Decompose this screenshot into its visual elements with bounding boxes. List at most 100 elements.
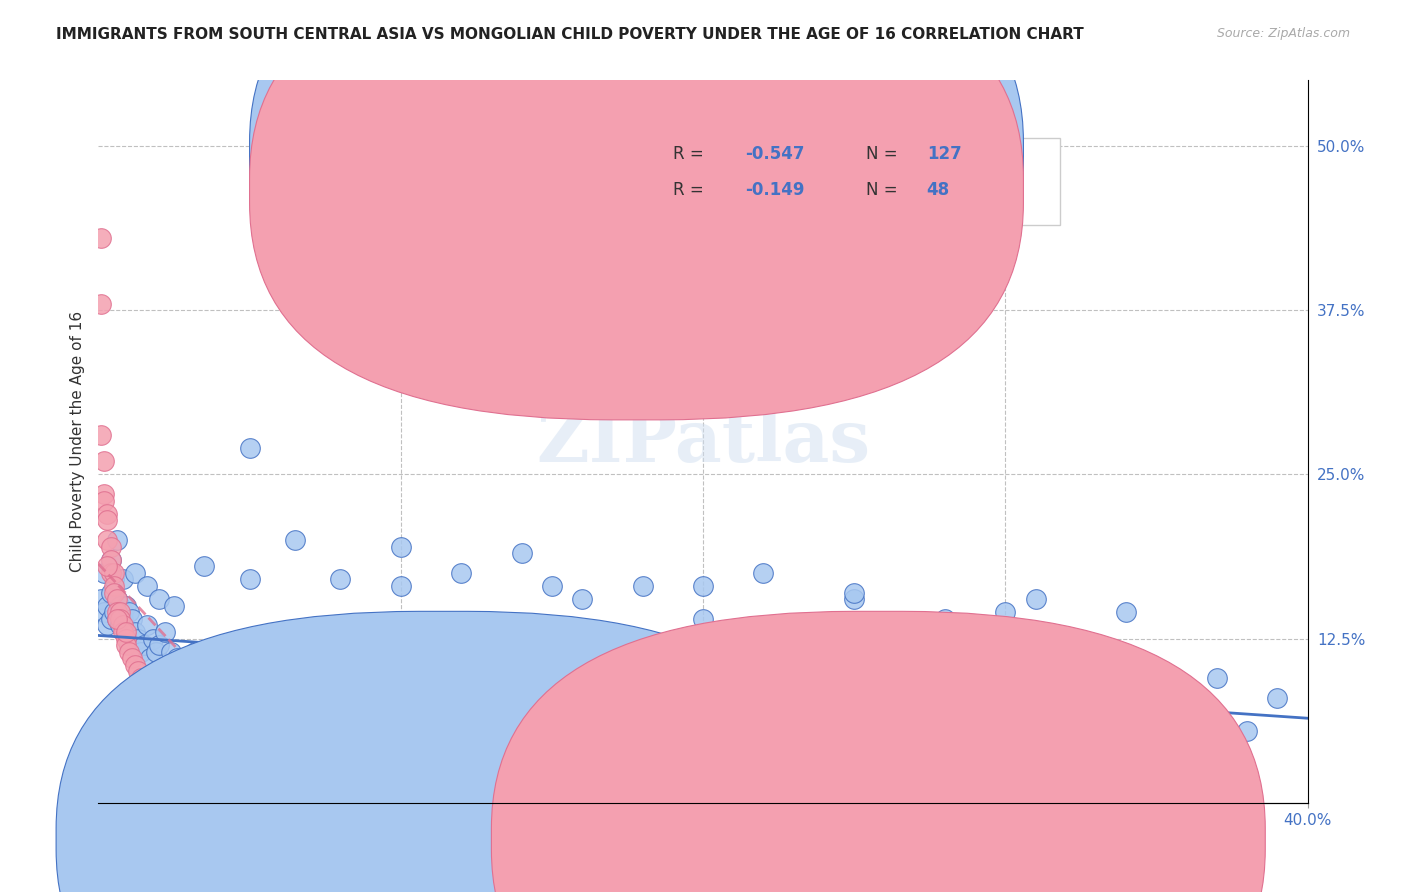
Text: -0.547: -0.547 xyxy=(745,145,804,163)
Text: N =: N = xyxy=(866,181,903,199)
Point xyxy=(124,657,146,672)
Point xyxy=(103,585,125,599)
Point xyxy=(284,533,307,547)
Point xyxy=(586,698,609,712)
Point xyxy=(232,684,254,698)
Point xyxy=(103,782,125,797)
Point xyxy=(111,618,134,632)
Point xyxy=(163,599,186,613)
Point xyxy=(103,573,125,587)
Point xyxy=(118,638,141,652)
Point xyxy=(127,632,149,646)
Point xyxy=(193,559,215,574)
Point xyxy=(1206,671,1229,685)
Point xyxy=(145,704,167,718)
Point xyxy=(90,428,112,442)
Point xyxy=(1144,698,1167,712)
Point xyxy=(465,690,488,705)
Point xyxy=(100,566,122,580)
Point xyxy=(269,690,291,705)
Point xyxy=(481,698,503,712)
Point xyxy=(450,566,472,580)
Point xyxy=(96,559,118,574)
Point xyxy=(148,592,170,607)
Point xyxy=(389,677,412,691)
Point xyxy=(540,579,562,593)
Point xyxy=(208,651,231,665)
Y-axis label: Child Poverty Under the Age of 16: Child Poverty Under the Age of 16 xyxy=(69,311,84,572)
Point xyxy=(114,638,136,652)
Point xyxy=(214,665,236,679)
Point xyxy=(195,657,218,672)
Point xyxy=(434,698,457,712)
Point xyxy=(571,592,593,607)
Point xyxy=(108,612,131,626)
Point xyxy=(1054,730,1077,744)
Point xyxy=(105,592,128,607)
Point xyxy=(844,585,866,599)
Point xyxy=(90,231,112,245)
Point xyxy=(121,651,143,665)
Point xyxy=(172,657,194,672)
Point xyxy=(132,677,155,691)
Point xyxy=(208,789,231,804)
Point xyxy=(90,296,112,310)
Point xyxy=(692,698,714,712)
Point xyxy=(148,789,170,804)
Point xyxy=(124,625,146,640)
Point xyxy=(1206,743,1229,757)
Point xyxy=(114,599,136,613)
Point xyxy=(813,710,835,724)
Point xyxy=(360,782,382,797)
Text: 127: 127 xyxy=(927,145,962,163)
Point xyxy=(160,645,183,659)
Point xyxy=(127,665,149,679)
Point xyxy=(108,599,131,613)
FancyBboxPatch shape xyxy=(600,138,1060,225)
Point xyxy=(783,704,806,718)
Point xyxy=(555,690,578,705)
Point xyxy=(873,710,896,724)
Point xyxy=(135,618,157,632)
Point xyxy=(202,737,225,751)
Text: IMMIGRANTS FROM SOUTH CENTRAL ASIA VS MONGOLIAN CHILD POVERTY UNDER THE AGE OF 1: IMMIGRANTS FROM SOUTH CENTRAL ASIA VS MO… xyxy=(56,27,1084,42)
Point xyxy=(100,553,122,567)
Point xyxy=(142,632,165,646)
Point xyxy=(242,677,264,691)
Point xyxy=(96,533,118,547)
Point xyxy=(405,684,427,698)
Point xyxy=(148,638,170,652)
Point xyxy=(277,677,299,691)
Point xyxy=(631,704,654,718)
Point xyxy=(93,605,115,619)
Point xyxy=(103,566,125,580)
Point xyxy=(93,454,115,468)
Point xyxy=(118,770,141,784)
Point xyxy=(329,677,352,691)
Point xyxy=(405,743,427,757)
Point xyxy=(118,605,141,619)
Point xyxy=(111,625,134,640)
Point xyxy=(299,789,322,804)
Point xyxy=(495,704,517,718)
Point xyxy=(344,684,367,698)
Point xyxy=(145,645,167,659)
Point xyxy=(105,533,128,547)
Point xyxy=(526,704,548,718)
Point xyxy=(153,625,176,640)
Point xyxy=(100,612,122,626)
Point xyxy=(934,612,956,626)
Point xyxy=(108,605,131,619)
Point xyxy=(179,665,201,679)
Text: Immigrants from South Central Asia: Immigrants from South Central Asia xyxy=(485,847,761,861)
Point xyxy=(314,690,336,705)
Point xyxy=(124,566,146,580)
Point xyxy=(179,690,201,705)
Point xyxy=(1115,605,1137,619)
Point xyxy=(420,723,443,738)
Point xyxy=(1236,723,1258,738)
Point xyxy=(129,671,152,685)
Point xyxy=(139,690,162,705)
Point xyxy=(723,704,745,718)
Text: Mongolians: Mongolians xyxy=(908,847,995,861)
